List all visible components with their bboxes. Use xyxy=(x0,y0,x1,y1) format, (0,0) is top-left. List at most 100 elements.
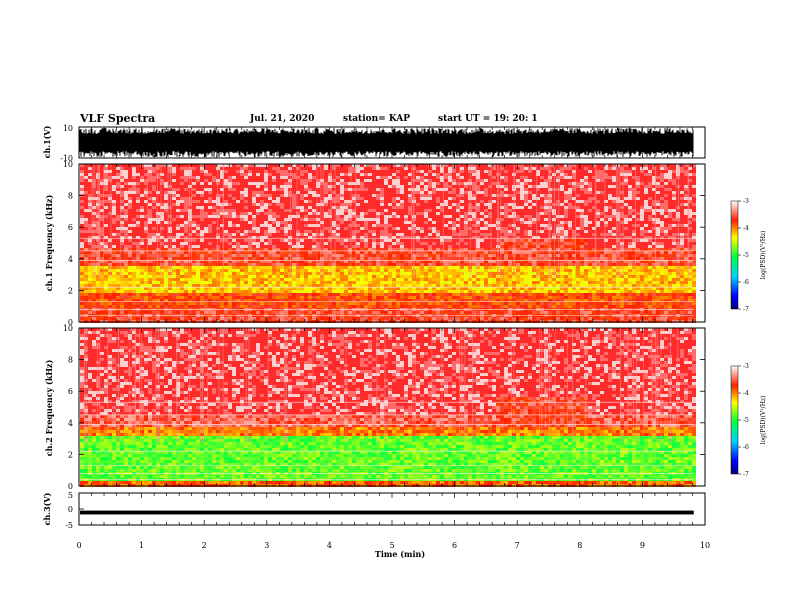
spectrogram-cell xyxy=(236,251,240,254)
spectrogram-cell xyxy=(140,176,144,179)
spectrogram-cell xyxy=(312,173,316,176)
spectrogram-cell xyxy=(96,293,100,296)
spectrogram-cell xyxy=(436,266,440,269)
spectrogram-cell xyxy=(112,305,116,308)
spectrogram-cell xyxy=(364,197,368,200)
spectrogram-cell xyxy=(272,284,276,287)
spectrogram-cell xyxy=(436,242,440,245)
spectrogram-cell xyxy=(364,293,368,296)
spectrogram-cell xyxy=(328,317,332,320)
spectrogram-cell xyxy=(244,188,248,191)
spectrogram-cell xyxy=(252,311,256,314)
spectrogram-cell xyxy=(248,263,252,266)
spectrogram-cell xyxy=(132,305,136,308)
spectrogram-cell xyxy=(448,200,452,203)
spectrogram-cell xyxy=(168,227,172,230)
spectrogram-cell xyxy=(172,293,176,296)
spectrogram-cell xyxy=(284,239,288,242)
spectrogram-cell xyxy=(260,206,264,209)
spectrogram-cell xyxy=(452,191,456,194)
spectrogram-cell xyxy=(408,290,412,293)
spectrogram-cell xyxy=(228,185,232,188)
ch1-spectrogram-image xyxy=(79,164,696,323)
spectrogram-cell xyxy=(84,200,88,203)
spectrogram-cell xyxy=(172,167,176,170)
spectrogram-cell xyxy=(228,293,232,296)
spectrogram-cell xyxy=(192,176,196,179)
spectrogram-cell xyxy=(168,290,172,293)
spectrogram-cell xyxy=(204,239,208,242)
spectrogram-cell xyxy=(236,188,240,191)
spectrogram-cell xyxy=(392,227,396,230)
spectrogram-cell xyxy=(396,218,400,221)
spectrogram-cell xyxy=(216,293,220,296)
spectrogram-cell xyxy=(252,170,256,173)
spectrogram-cell xyxy=(124,200,128,203)
spectrogram-cell xyxy=(88,227,92,230)
spectrogram-cell xyxy=(368,191,372,194)
spectrogram-cell xyxy=(200,191,204,194)
spectrogram-cell xyxy=(152,194,156,197)
spectrogram-cell xyxy=(436,239,440,242)
spectrogram-cell xyxy=(444,275,448,278)
spectrogram-cell xyxy=(196,203,200,206)
spectrogram-cell xyxy=(384,200,388,203)
spectrogram-cell xyxy=(348,182,352,185)
spectrogram-cell xyxy=(244,179,248,182)
spectrogram-cell xyxy=(260,290,264,293)
spectrogram-cell xyxy=(360,290,364,293)
spectrogram-cell xyxy=(80,218,84,221)
spectrogram-cell xyxy=(304,188,308,191)
spectrogram-cell xyxy=(324,272,328,275)
spectrogram-cell xyxy=(200,173,204,176)
spectrogram-cell xyxy=(116,263,120,266)
spectrogram-cell xyxy=(452,311,456,314)
spectrogram-cell xyxy=(372,302,376,305)
spectrogram-cell xyxy=(212,194,216,197)
spectrogram-cell xyxy=(332,296,336,299)
spectrogram-cell xyxy=(232,167,236,170)
spectrogram-cell xyxy=(296,311,300,314)
spectrogram-cell xyxy=(404,230,408,233)
spectrogram-cell xyxy=(184,317,188,320)
spectrogram-cell xyxy=(136,281,140,284)
spectrogram-cell xyxy=(280,170,284,173)
spectrogram-cell xyxy=(132,197,136,200)
spectrogram-cell xyxy=(92,281,96,284)
spectrogram-cell xyxy=(304,224,308,227)
spectrogram-cell xyxy=(248,245,252,248)
spectrogram-cell xyxy=(256,185,260,188)
spectrogram-cell xyxy=(108,224,112,227)
spectrogram-cell xyxy=(392,293,396,296)
spectrogram-cell xyxy=(88,296,92,299)
spectrogram-cell xyxy=(92,290,96,293)
spectrogram-cell xyxy=(260,224,264,227)
spectrogram-cell xyxy=(128,290,132,293)
spectrogram-cell xyxy=(180,194,184,197)
spectrogram-cell xyxy=(280,305,284,308)
spectrogram-cell xyxy=(80,173,84,176)
spectrogram-cell xyxy=(416,176,420,179)
spectrogram-cell xyxy=(428,317,432,320)
spectrogram-cell xyxy=(444,266,448,269)
spectrogram-cell xyxy=(140,215,144,218)
spectrogram-cell xyxy=(152,218,156,221)
spectrogram-cell xyxy=(164,203,168,206)
spectrogram-cell xyxy=(416,266,420,269)
spectrogram-cell xyxy=(128,284,132,287)
spectrogram-cell xyxy=(192,257,196,260)
spectrogram-cell xyxy=(156,263,160,266)
spectrogram-cell xyxy=(244,305,248,308)
spectrogram-cell xyxy=(208,170,212,173)
spectrogram-cell xyxy=(448,227,452,230)
spectrogram-cell xyxy=(340,281,344,284)
spectrogram-cell xyxy=(420,263,424,266)
spectrogram-cell xyxy=(236,311,240,314)
spectrogram-cell xyxy=(240,224,244,227)
spectrogram-cell xyxy=(168,206,172,209)
spectrogram-cell xyxy=(148,263,152,266)
spectrogram-cell xyxy=(300,224,304,227)
spectrogram-cell xyxy=(388,317,392,320)
spectrogram-cell xyxy=(364,182,368,185)
spectrogram-cell xyxy=(204,275,208,278)
